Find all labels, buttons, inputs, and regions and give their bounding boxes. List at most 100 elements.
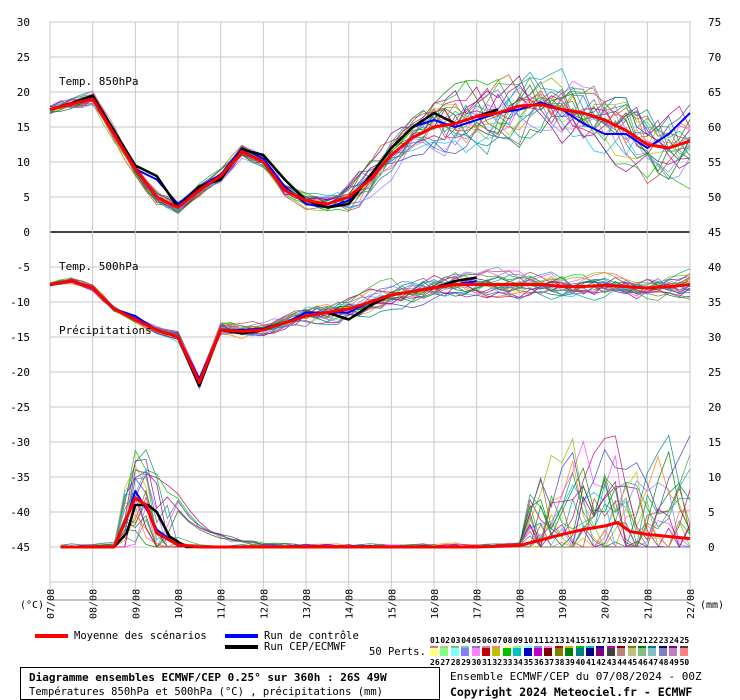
x-tick-label: 22/08 (686, 589, 697, 619)
pert-number: 06 (482, 636, 492, 645)
chart-grid (49, 21, 691, 601)
mean-legend-swatch (35, 634, 68, 638)
title-500: Temp. 500hPa (59, 260, 139, 273)
pert-swatch (554, 648, 563, 656)
left-tick-label: -45 (10, 541, 30, 554)
perturbation-line (49, 89, 691, 207)
left-tick-label: -5 (17, 261, 30, 274)
left-tick-label: 30 (17, 16, 30, 29)
pert-number: 10 (523, 636, 534, 645)
x-tick-label: 08/08 (89, 589, 100, 619)
control-legend-swatch (225, 634, 258, 638)
perturbation-line (49, 84, 691, 212)
pert-swatch (492, 648, 501, 656)
pert-number: 07 (492, 636, 503, 645)
pert-number: 31 (482, 658, 492, 667)
pert-number: 48 (658, 658, 669, 667)
pert-number: 03 (450, 636, 461, 645)
left-tick-label: -15 (10, 331, 30, 344)
x-tick-label: 13/08 (302, 589, 313, 619)
right-tick-label: 70 (708, 51, 721, 64)
right-tick-label: 55 (708, 156, 721, 169)
left-tick-label: 10 (17, 156, 30, 169)
pert-number: 16 (586, 636, 596, 645)
left-tick-label: -40 (10, 506, 30, 519)
pert-number: 25 (679, 636, 690, 645)
x-tick-label: 07/08 (46, 589, 57, 619)
left-tick-label: -10 (10, 296, 30, 309)
pert-swatch (575, 648, 584, 656)
right-tick-label: 75 (708, 16, 721, 29)
pert-number: 22 (648, 636, 659, 645)
pert-swatch (679, 648, 688, 656)
pert-number: 41 (586, 658, 596, 667)
pert-number: 45 (627, 658, 638, 667)
pert-number: 12 (544, 636, 555, 645)
right-tick-label: 5 (708, 506, 715, 519)
pert-swatch (669, 648, 678, 656)
pert-swatch (648, 648, 657, 656)
pert-number: 34 (513, 658, 523, 667)
pert-number: 29 (461, 658, 471, 667)
left-tick-label: 20 (17, 86, 30, 99)
info-box: Diagramme ensembles ECMWF/CEP 0.25° sur … (20, 667, 440, 700)
info-subtitle: Températures 850hPa et 500hPa (°C) , pré… (29, 686, 384, 698)
pert-swatch (586, 648, 594, 656)
pert-number: 30 (471, 658, 482, 667)
pert-number: 50 (679, 658, 690, 667)
pert-number: 43 (606, 658, 617, 667)
left-unit-label: (°C) (20, 600, 45, 611)
pert-number: 28 (450, 658, 461, 667)
deterministic-line (60, 503, 477, 549)
perts-legend-label: 50 Perts. (369, 646, 426, 658)
pert-swatch (658, 648, 667, 656)
main-series-lines (49, 94, 691, 549)
x-tick-label: 20/08 (601, 589, 612, 619)
pert-swatch (502, 648, 511, 656)
right-tick-label: 20 (708, 401, 721, 414)
left-tick-label: 25 (17, 51, 30, 64)
right-tick-label: 50 (708, 191, 721, 204)
left-tick-label: 5 (23, 191, 30, 204)
right-tick-label: 60 (708, 121, 721, 134)
pert-number: 40 (575, 658, 586, 667)
deterministic-line (49, 94, 499, 209)
right-tick-label: 45 (708, 226, 721, 239)
pert-number: 15 (575, 636, 586, 645)
mean-legend-label: Moyenne des scénarios (74, 630, 207, 642)
pert-number: 24 (669, 636, 679, 645)
x-tick-label: 10/08 (174, 589, 185, 619)
pert-number: 11 (534, 636, 544, 645)
x-tick-label: 17/08 (473, 589, 484, 619)
x-tick-label: 15/08 (387, 589, 398, 619)
title-precip: Précipitations (59, 324, 152, 337)
tick-labels: 302520151050-5-10-15-20-25-30-35-40-4575… (10, 16, 721, 619)
pert-number: 04 (461, 636, 471, 645)
x-tick-label: 14/08 (345, 589, 356, 619)
info-title: Diagramme ensembles ECMWF/CEP 0.25° sur … (29, 671, 387, 684)
x-tick-label: 19/08 (558, 589, 569, 619)
pert-number: 49 (669, 658, 679, 667)
pert-number: 20 (627, 636, 638, 645)
x-tick-label: 12/08 (259, 589, 270, 619)
pert-swatch (565, 648, 574, 656)
pert-number: 17 (596, 636, 607, 645)
pert-swatch (461, 648, 470, 656)
pert-swatch (513, 648, 522, 656)
mean-line (49, 279, 691, 384)
right-tick-label: 35 (708, 296, 721, 309)
pert-number: 38 (554, 658, 565, 667)
pert-number: 09 (513, 636, 523, 645)
left-tick-label: -30 (10, 436, 30, 449)
mean-line (60, 496, 691, 549)
x-tick-label: 11/08 (217, 589, 228, 619)
pert-number: 23 (658, 636, 669, 645)
pert-number: 27 (440, 658, 451, 667)
det-legend-label: Run CEP/ECMWF (264, 641, 347, 653)
pert-number: 05 (471, 636, 482, 645)
control-legend-label: Run de contrôle (264, 630, 359, 642)
x-tick-label: 18/08 (515, 589, 526, 619)
x-tick-label: 21/08 (643, 589, 654, 619)
pert-swatch (482, 648, 490, 656)
right-tick-label: 0 (708, 541, 715, 554)
